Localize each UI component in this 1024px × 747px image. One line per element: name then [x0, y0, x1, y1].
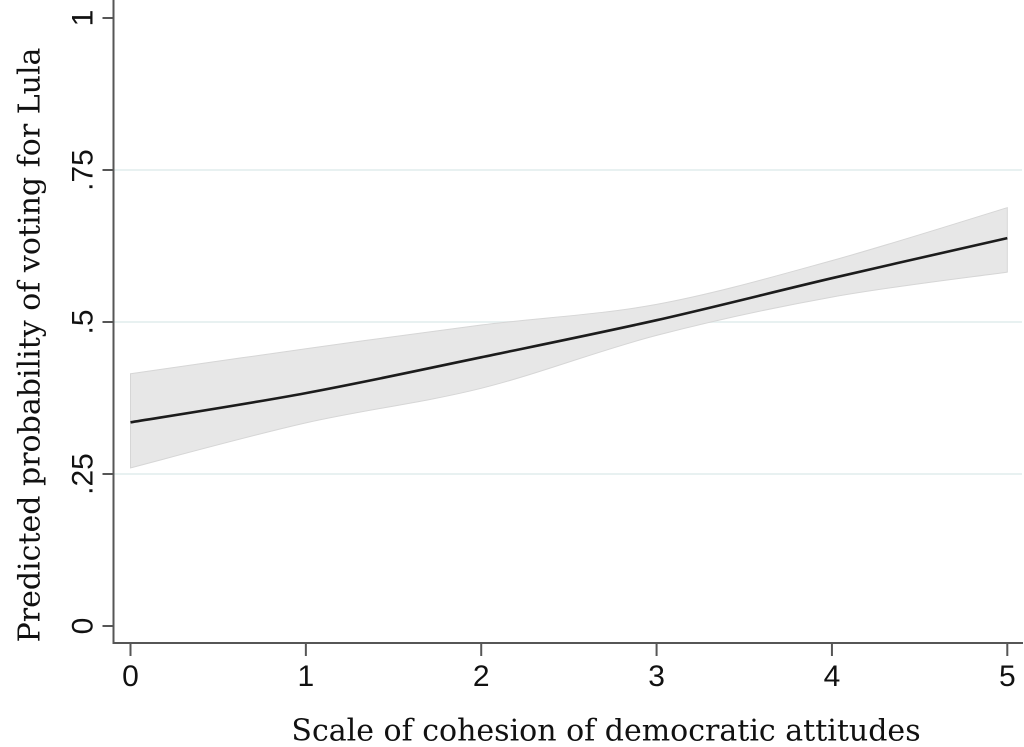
fitted-line: [130, 236, 1008, 424]
y-tick-label: 1: [67, 10, 100, 27]
x-tick-label: 1: [298, 660, 315, 693]
x-tick-label: 3: [648, 660, 665, 693]
x-tick-label: 0: [122, 660, 139, 693]
y-axis-title: Predicted probability of voting for Lula: [12, 47, 48, 643]
x-tick-label: 4: [824, 660, 841, 693]
y-tick-label: .5: [67, 309, 100, 334]
x-axis-title: Scale of cohesion of democratic attitude…: [291, 713, 921, 747]
x-tick-label: 5: [999, 660, 1016, 693]
y-tick-label: .25: [67, 453, 100, 495]
y-tick-label: .75: [67, 149, 100, 191]
y-tick-label: 0: [67, 618, 100, 635]
x-tick-label: 2: [473, 660, 490, 693]
